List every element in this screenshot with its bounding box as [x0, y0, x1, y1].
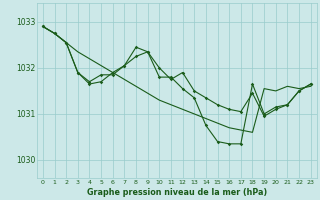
- X-axis label: Graphe pression niveau de la mer (hPa): Graphe pression niveau de la mer (hPa): [87, 188, 267, 197]
